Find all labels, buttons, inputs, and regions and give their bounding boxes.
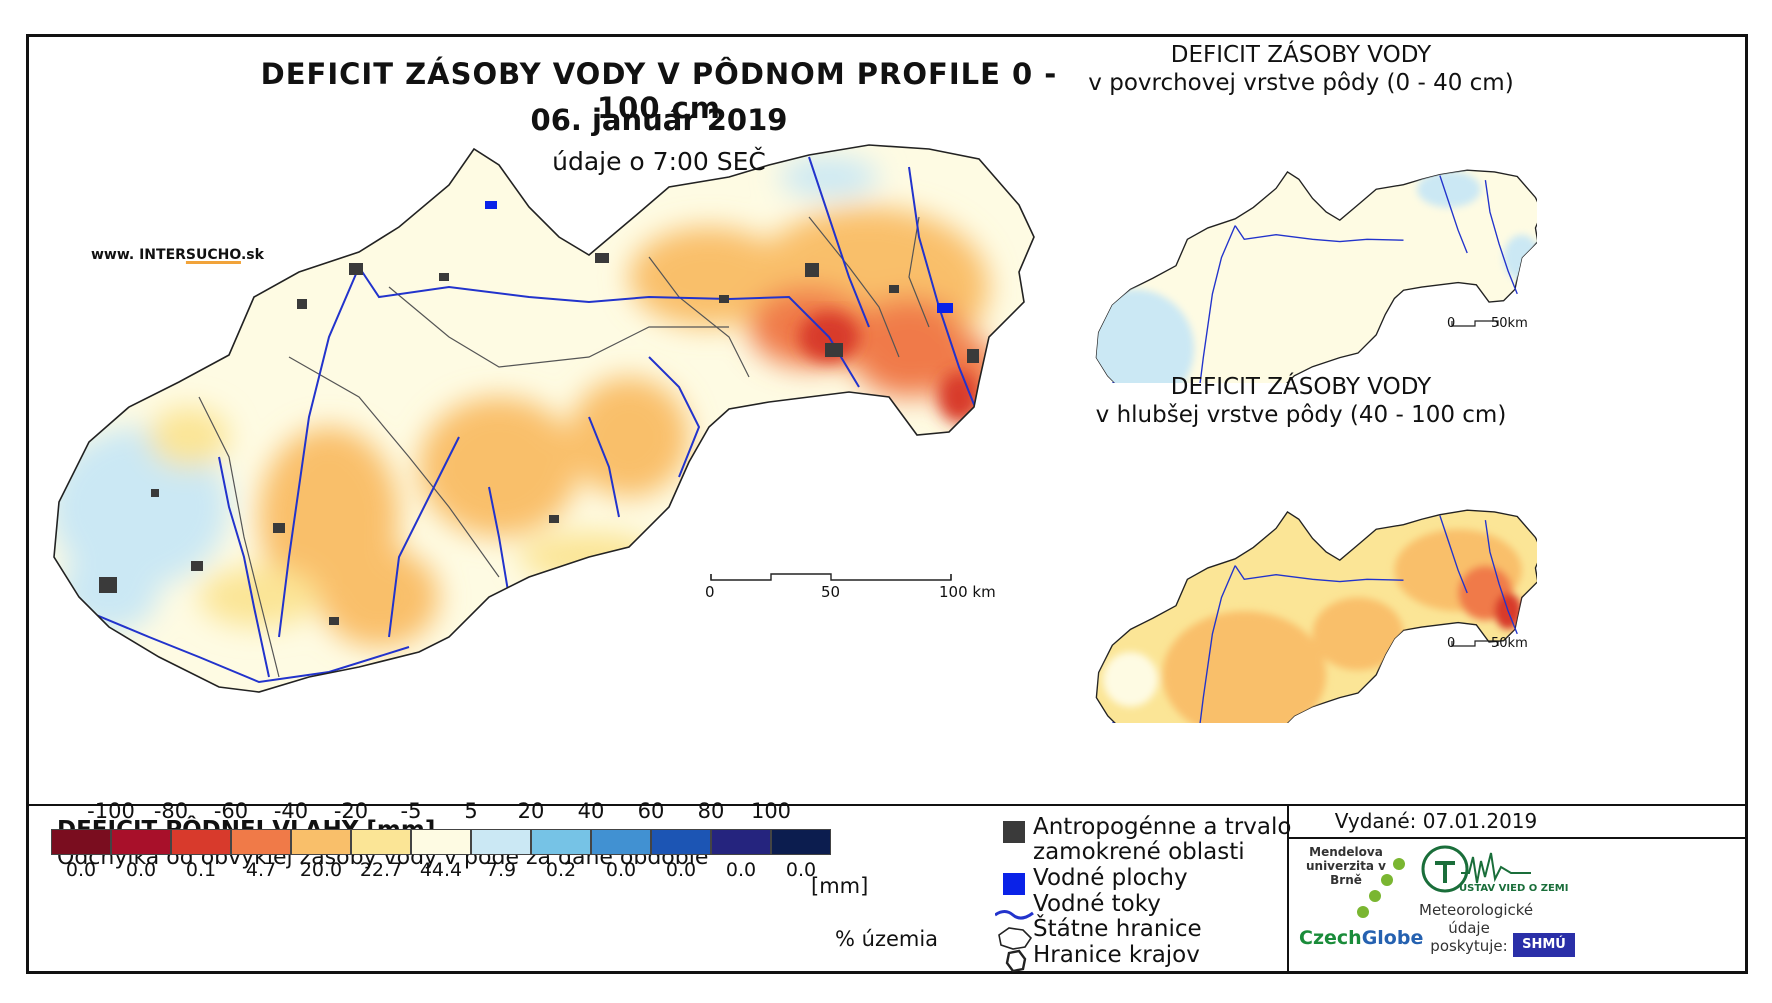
legend-percent-label: % územia: [835, 927, 939, 951]
inset-deep-title-line2: v hlubšej vrstve pôdy (40 - 100 cm): [1095, 402, 1507, 428]
state-border-symbol-icon: [998, 927, 1033, 950]
website-link[interactable]: www. INTERSUCHO.sk: [91, 247, 264, 263]
inset-surface-title-line1: DEFICIT ZÁSOBY VODY: [1170, 42, 1432, 68]
legend-boundary-label: -40: [273, 799, 309, 823]
legend-bin-swatch: [171, 829, 231, 855]
legend-rivers: Vodné toky: [1033, 891, 1161, 917]
main-map: [53, 144, 1035, 693]
legend-bin-percent: 0.0: [665, 859, 697, 881]
legend-boundary-label: 80: [697, 799, 725, 823]
inset-surface-title-line2: v povrchovej vrstve pôdy (0 - 40 cm): [1088, 70, 1514, 96]
legend-bin-swatch: [411, 829, 471, 855]
legend-bin-swatch: [51, 829, 111, 855]
legend-bin-percent: 44.4: [419, 859, 463, 881]
inset-deep-title-line1: DEFICIT ZÁSOBY VODY: [1170, 374, 1432, 400]
inset-surface-scale-start: 0: [1447, 316, 1456, 331]
symbol-legend-icons: [995, 821, 1034, 973]
legend-bin-percent: 7.9: [485, 859, 517, 881]
legend-water-bodies: Vodné plochy: [1033, 865, 1188, 891]
czechglobe-logo: CzechGlobe: [1299, 927, 1423, 949]
water-body-symbol-icon: [1003, 873, 1025, 895]
river-symbol-icon: [995, 910, 1034, 920]
legend-bin-percent: 0.1: [185, 859, 217, 881]
legend-bin-swatch: [651, 829, 711, 855]
legend-state-border: Štátne hranice: [1033, 916, 1202, 942]
legend-boundary-label: 40: [577, 799, 605, 823]
legend-boundary-label: 20: [517, 799, 545, 823]
legend-bin-swatch: [771, 829, 831, 855]
legend-region-border: Hranice krajov: [1033, 942, 1200, 968]
main-scale-mid: 50: [821, 583, 841, 601]
legend-bin-swatch: [531, 829, 591, 855]
legend-boundary-label: -20: [333, 799, 369, 823]
urban-symbol-icon: [1003, 821, 1025, 843]
map-title: DEFICIT ZÁSOBY VODY V PÔDNOM PROFILE 0 -…: [260, 57, 1058, 125]
legend-unit: [mm]: [811, 874, 869, 898]
inset-surface-title: DEFICIT ZÁSOBY VODY v povrchovej vrstve …: [1061, 41, 1541, 97]
legend-bin-percent: 0.0: [605, 859, 637, 881]
legend-bin-percent: 20.0: [299, 859, 343, 881]
legend-bin-swatch: [351, 829, 411, 855]
legend-urban-line1: Antropogénne a trvalo: [1033, 814, 1292, 840]
website-prefix: www. INTER: [91, 247, 186, 263]
legend-bin-percent: 0.0: [125, 859, 157, 881]
website-suffix: .sk: [240, 247, 264, 263]
czechglobe-logo-part2: Globe: [1361, 927, 1424, 949]
inset-deep-scale-end: 50km: [1491, 636, 1528, 651]
main-scale-end: 100 km: [939, 583, 996, 601]
map-frame: DEFICIT ZÁSOBY VODY V PÔDNOM PROFILE 0 -…: [26, 34, 1748, 974]
inset-deep-scale-start: 0: [1447, 636, 1456, 651]
inset-map-surface: [1095, 169, 1537, 383]
czechglobe-logo-part1: Czech: [1299, 927, 1362, 949]
ustav-logo-text: ÚSTAV VIED O ZEMI: [1459, 883, 1569, 894]
issued-date: Vydané: 07.01.2019: [1334, 809, 1538, 833]
credits-header-line: [1289, 837, 1745, 839]
legend-bin-swatch: [471, 829, 531, 855]
map-date: 06. január 2019: [530, 103, 788, 137]
legend-bin-percent: 0.0: [65, 859, 97, 881]
legend-urban-line2: zamokrené oblasti: [1033, 839, 1245, 865]
main-scale-bar: [710, 573, 952, 581]
main-scale-start: 0: [705, 583, 715, 601]
legend-boundary-label: 60: [637, 799, 665, 823]
legend-divider: [29, 804, 1745, 806]
inset-surface-scale-end: 50km: [1491, 316, 1528, 331]
legend-boundary-label: -60: [213, 799, 249, 823]
legend-boundary-label: 100: [750, 799, 792, 823]
credits-divider: [1287, 804, 1289, 974]
legend-boundary-label: -100: [87, 799, 135, 823]
legend-bin-percent: 0.0: [785, 859, 817, 881]
legend-boundary-label: -80: [153, 799, 189, 823]
legend-boundary-label: 5: [464, 799, 478, 823]
legend-boundary-label: -5: [400, 799, 422, 823]
legend-bin-percent: 0.0: [725, 859, 757, 881]
legend-bin-swatch: [231, 829, 291, 855]
map-time: údaje o 7:00 SEČ: [552, 147, 766, 176]
shmu-logo: SHMÚ: [1513, 933, 1575, 957]
legend-bin-percent: 22.7: [359, 859, 403, 881]
legend-bin-swatch: [111, 829, 171, 855]
mendel-logo-text: Mendelova univerzita v Brně: [1305, 845, 1386, 887]
legend-bin-swatch: [591, 829, 651, 855]
website-brand: SUCHO: [185, 247, 241, 263]
ustav-logo-icon: [1421, 845, 1531, 893]
legend-bin-swatch: [291, 829, 351, 855]
legend-bin-percent: 4.7: [245, 859, 277, 881]
inset-map-deep: [1095, 509, 1537, 723]
meteo-text: Meteorologické údaje poskytuje:: [1419, 901, 1534, 955]
legend-urban: Antropogénne a trvalo zamokrené oblasti: [1033, 815, 1291, 865]
region-border-symbol-icon: [1005, 949, 1027, 973]
mendel-logo-icon: [1357, 858, 1405, 918]
legend-bin-swatch: [711, 829, 771, 855]
inset-deep-title: DEFICIT ZÁSOBY VODY v hlubšej vrstve pôd…: [1061, 373, 1541, 429]
legend-bin-percent: 0.2: [545, 859, 577, 881]
